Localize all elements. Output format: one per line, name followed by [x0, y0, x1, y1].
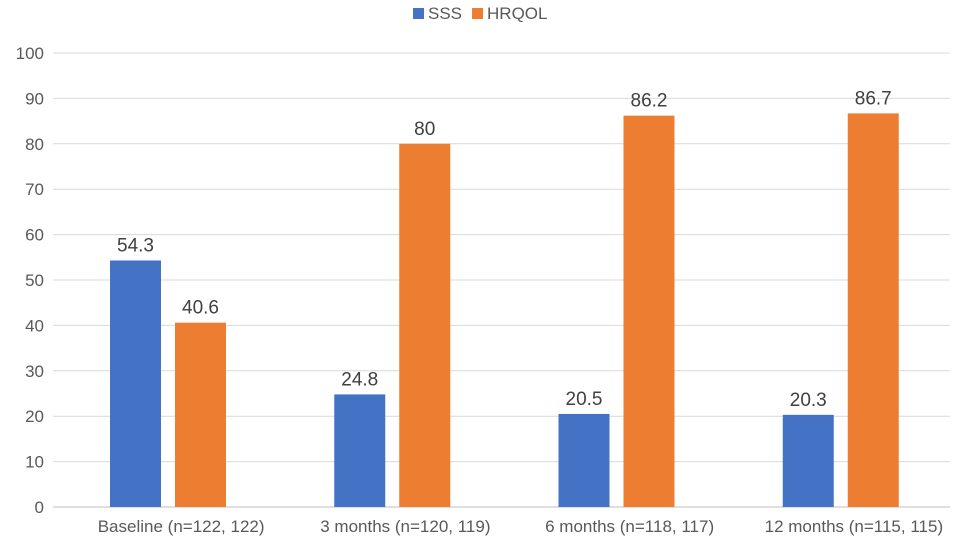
legend-swatch-sss [413, 8, 424, 19]
data-label-sss-2: 20.5 [566, 389, 603, 410]
bar-hrqol-1 [399, 143, 451, 508]
x-tick-label-1: 3 months (n=120, 119) [320, 517, 490, 536]
y-tick-label: 20 [25, 407, 44, 426]
legend-swatch-hrqol [472, 8, 484, 19]
y-axis-tick-labels: 0 10 20 30 40 50 60 70 80 90 100 [16, 44, 44, 517]
data-label-sss-0: 54.3 [117, 235, 154, 256]
bar-sss-3 [782, 414, 834, 507]
y-tick-label: 10 [25, 453, 44, 472]
legend-label-sss: SSS [428, 4, 462, 23]
data-label-hrqol-2: 86.2 [631, 91, 668, 112]
x-tick-label-2: 6 months (n=118, 117) [545, 517, 714, 536]
y-tick-label: 40 [25, 316, 44, 335]
y-tick-label: 0 [35, 498, 44, 517]
legend-label-hrqol: HRQOL [487, 4, 547, 23]
bar-sss-0 [110, 260, 161, 507]
bar-hrqol-2 [623, 115, 675, 507]
data-label-hrqol-1: 80 [414, 119, 435, 140]
y-tick-label: 30 [25, 362, 44, 381]
x-tick-label-3: 12 months (n=115, 115) [765, 517, 943, 536]
x-tick-label-0: Baseline (n=122, 122) [98, 517, 265, 536]
data-label-hrqol-0: 40.6 [182, 298, 219, 319]
data-label-sss-1: 24.8 [341, 369, 378, 390]
bar-hrqol-3 [847, 113, 899, 507]
y-tick-label: 50 [25, 271, 44, 290]
y-tick-label: 70 [25, 180, 44, 199]
y-tick-label: 100 [16, 44, 44, 63]
y-tick-label: 80 [25, 135, 44, 154]
data-label-hrqol-3: 86.7 [855, 88, 892, 109]
data-label-sss-3: 20.3 [790, 390, 827, 411]
x-axis-tick-labels: Baseline (n=122, 122) 3 months (n=120, 11… [98, 517, 943, 536]
legend: SSS HRQOL [413, 4, 548, 23]
bar-hrqol-0 [175, 322, 226, 507]
bars [110, 113, 899, 508]
y-tick-label: 60 [25, 226, 44, 245]
bar-sss-2 [558, 413, 610, 507]
data-labels: 54.3 40.6 24.8 80 20.5 86.2 20.3 86.7 [117, 88, 892, 410]
bar-sss-1 [334, 394, 386, 507]
y-tick-label: 90 [25, 89, 44, 108]
